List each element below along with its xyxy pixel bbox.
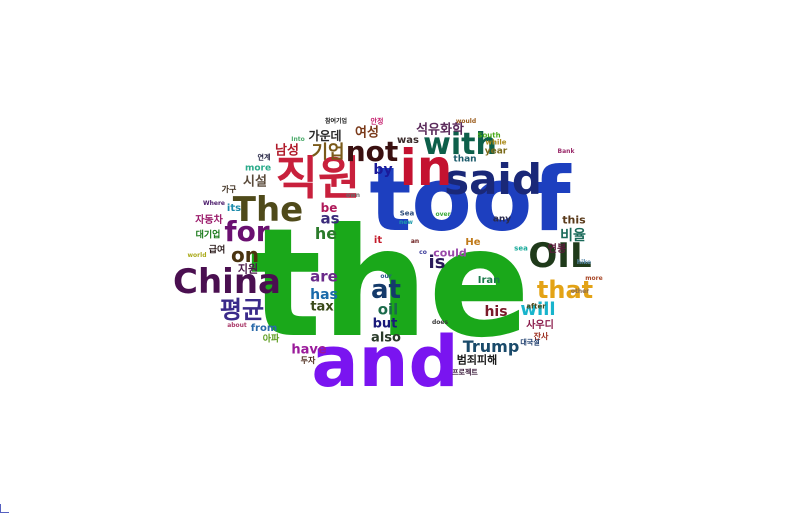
- cloud-word: on: [231, 243, 259, 267]
- cloud-word: would: [455, 118, 477, 125]
- cloud-word: be: [320, 201, 338, 215]
- cloud-word: Bank: [557, 148, 575, 155]
- cloud-word: could: [433, 246, 467, 260]
- cloud-word: our: [380, 273, 392, 280]
- cloud-word: Trump: [462, 337, 520, 356]
- cloud-word: Iran: [477, 275, 501, 286]
- cloud-word: 연봉: [547, 244, 567, 255]
- cloud-word: also: [371, 330, 401, 346]
- cloud-word: 참여기업: [324, 118, 348, 125]
- cloud-word: oil: [377, 300, 399, 319]
- cloud-word: it: [373, 235, 383, 246]
- cloud-word: 두자: [300, 356, 316, 365]
- cloud-word: hike: [576, 259, 592, 266]
- cloud-word: 사우디: [526, 320, 554, 331]
- cloud-word: 프로젝트: [452, 368, 478, 377]
- cloud-word: have: [291, 342, 327, 358]
- cloud-word: 지원: [237, 262, 259, 276]
- cloud-word: does: [431, 319, 449, 326]
- cloud-word: 기업: [311, 142, 345, 163]
- cloud-word: other: [570, 288, 590, 295]
- cloud-word: 급여: [208, 245, 226, 256]
- cloud-word: The: [232, 190, 304, 230]
- cloud-word: will: [520, 299, 556, 320]
- cloud-word: by: [373, 162, 393, 178]
- cloud-word: 여성: [355, 125, 379, 141]
- cloud-word: after: [526, 302, 546, 311]
- cloud-word: He: [465, 237, 481, 248]
- cloud-word: over: [435, 211, 451, 218]
- cloud-word: 대기업: [195, 230, 221, 241]
- cloud-word: 연계: [257, 153, 271, 162]
- cloud-word: tax: [310, 299, 334, 315]
- cloud-word: for: [224, 215, 270, 248]
- cloud-word: 평균: [219, 296, 265, 324]
- cloud-word: 석유화학: [416, 122, 464, 138]
- cloud-word: his: [484, 304, 508, 320]
- cloud-word: its: [226, 203, 242, 214]
- cloud-word: South: [477, 131, 501, 140]
- cloud-word: said: [444, 155, 542, 204]
- cloud-word: OIL: [528, 236, 592, 276]
- cloud-word: was: [397, 135, 419, 146]
- cloud-word: the: [249, 197, 531, 371]
- cloud-word: about: [227, 322, 247, 329]
- cloud-word: China: [173, 262, 281, 302]
- cloud-word: Where: [203, 200, 225, 207]
- cloud-word: 잔사: [533, 332, 549, 341]
- cloud-word: not: [345, 135, 399, 168]
- cloud-word: new: [399, 219, 413, 226]
- cloud-word: 범죄피해: [456, 353, 498, 367]
- cloud-word: 가구: [221, 185, 237, 194]
- cloud-word: more: [585, 275, 603, 282]
- cloud-word: but: [372, 316, 398, 332]
- cloud-word: any: [492, 214, 512, 225]
- cloud-word: co: [419, 249, 427, 256]
- cloud-word: 대국설: [520, 338, 540, 347]
- cloud-word: 비율: [560, 228, 586, 244]
- cloud-word: 안정: [370, 117, 384, 126]
- cloud-word: more: [244, 163, 272, 174]
- cloud-word: 남성: [275, 143, 299, 159]
- cloud-word: while: [485, 138, 507, 147]
- cloud-word: year: [484, 146, 508, 157]
- cloud-word: Into: [291, 136, 305, 143]
- cloud-word: at: [371, 275, 401, 305]
- cloud-word: 자동차: [195, 215, 223, 226]
- cloud-word: 아파: [262, 334, 280, 345]
- cloud-word: toof: [369, 148, 571, 251]
- cloud-word: an: [410, 238, 420, 245]
- cloud-word: with: [423, 127, 497, 162]
- cloud-word: world: [187, 252, 207, 259]
- corner-mark: [0, 504, 9, 513]
- cloud-word: 직원: [275, 151, 361, 205]
- cloud-word: is: [428, 252, 446, 273]
- cloud-word: this: [562, 213, 586, 227]
- cloud-word: own: [346, 192, 360, 199]
- cloud-word: 가운데: [308, 129, 342, 143]
- cloud-word: Sea: [399, 209, 415, 218]
- cloud-word: in: [399, 139, 453, 197]
- cloud-word: that: [536, 276, 594, 304]
- cloud-word: from: [250, 323, 278, 334]
- cloud-word: has: [310, 287, 338, 303]
- cloud-word: sea: [514, 244, 528, 253]
- cloud-word: as: [320, 209, 340, 228]
- cloud-word: 시설: [243, 174, 267, 190]
- cloud-word: are: [310, 267, 338, 286]
- cloud-word: than: [453, 154, 477, 165]
- cloud-word: he: [314, 224, 338, 243]
- cloud-word: and: [311, 321, 459, 403]
